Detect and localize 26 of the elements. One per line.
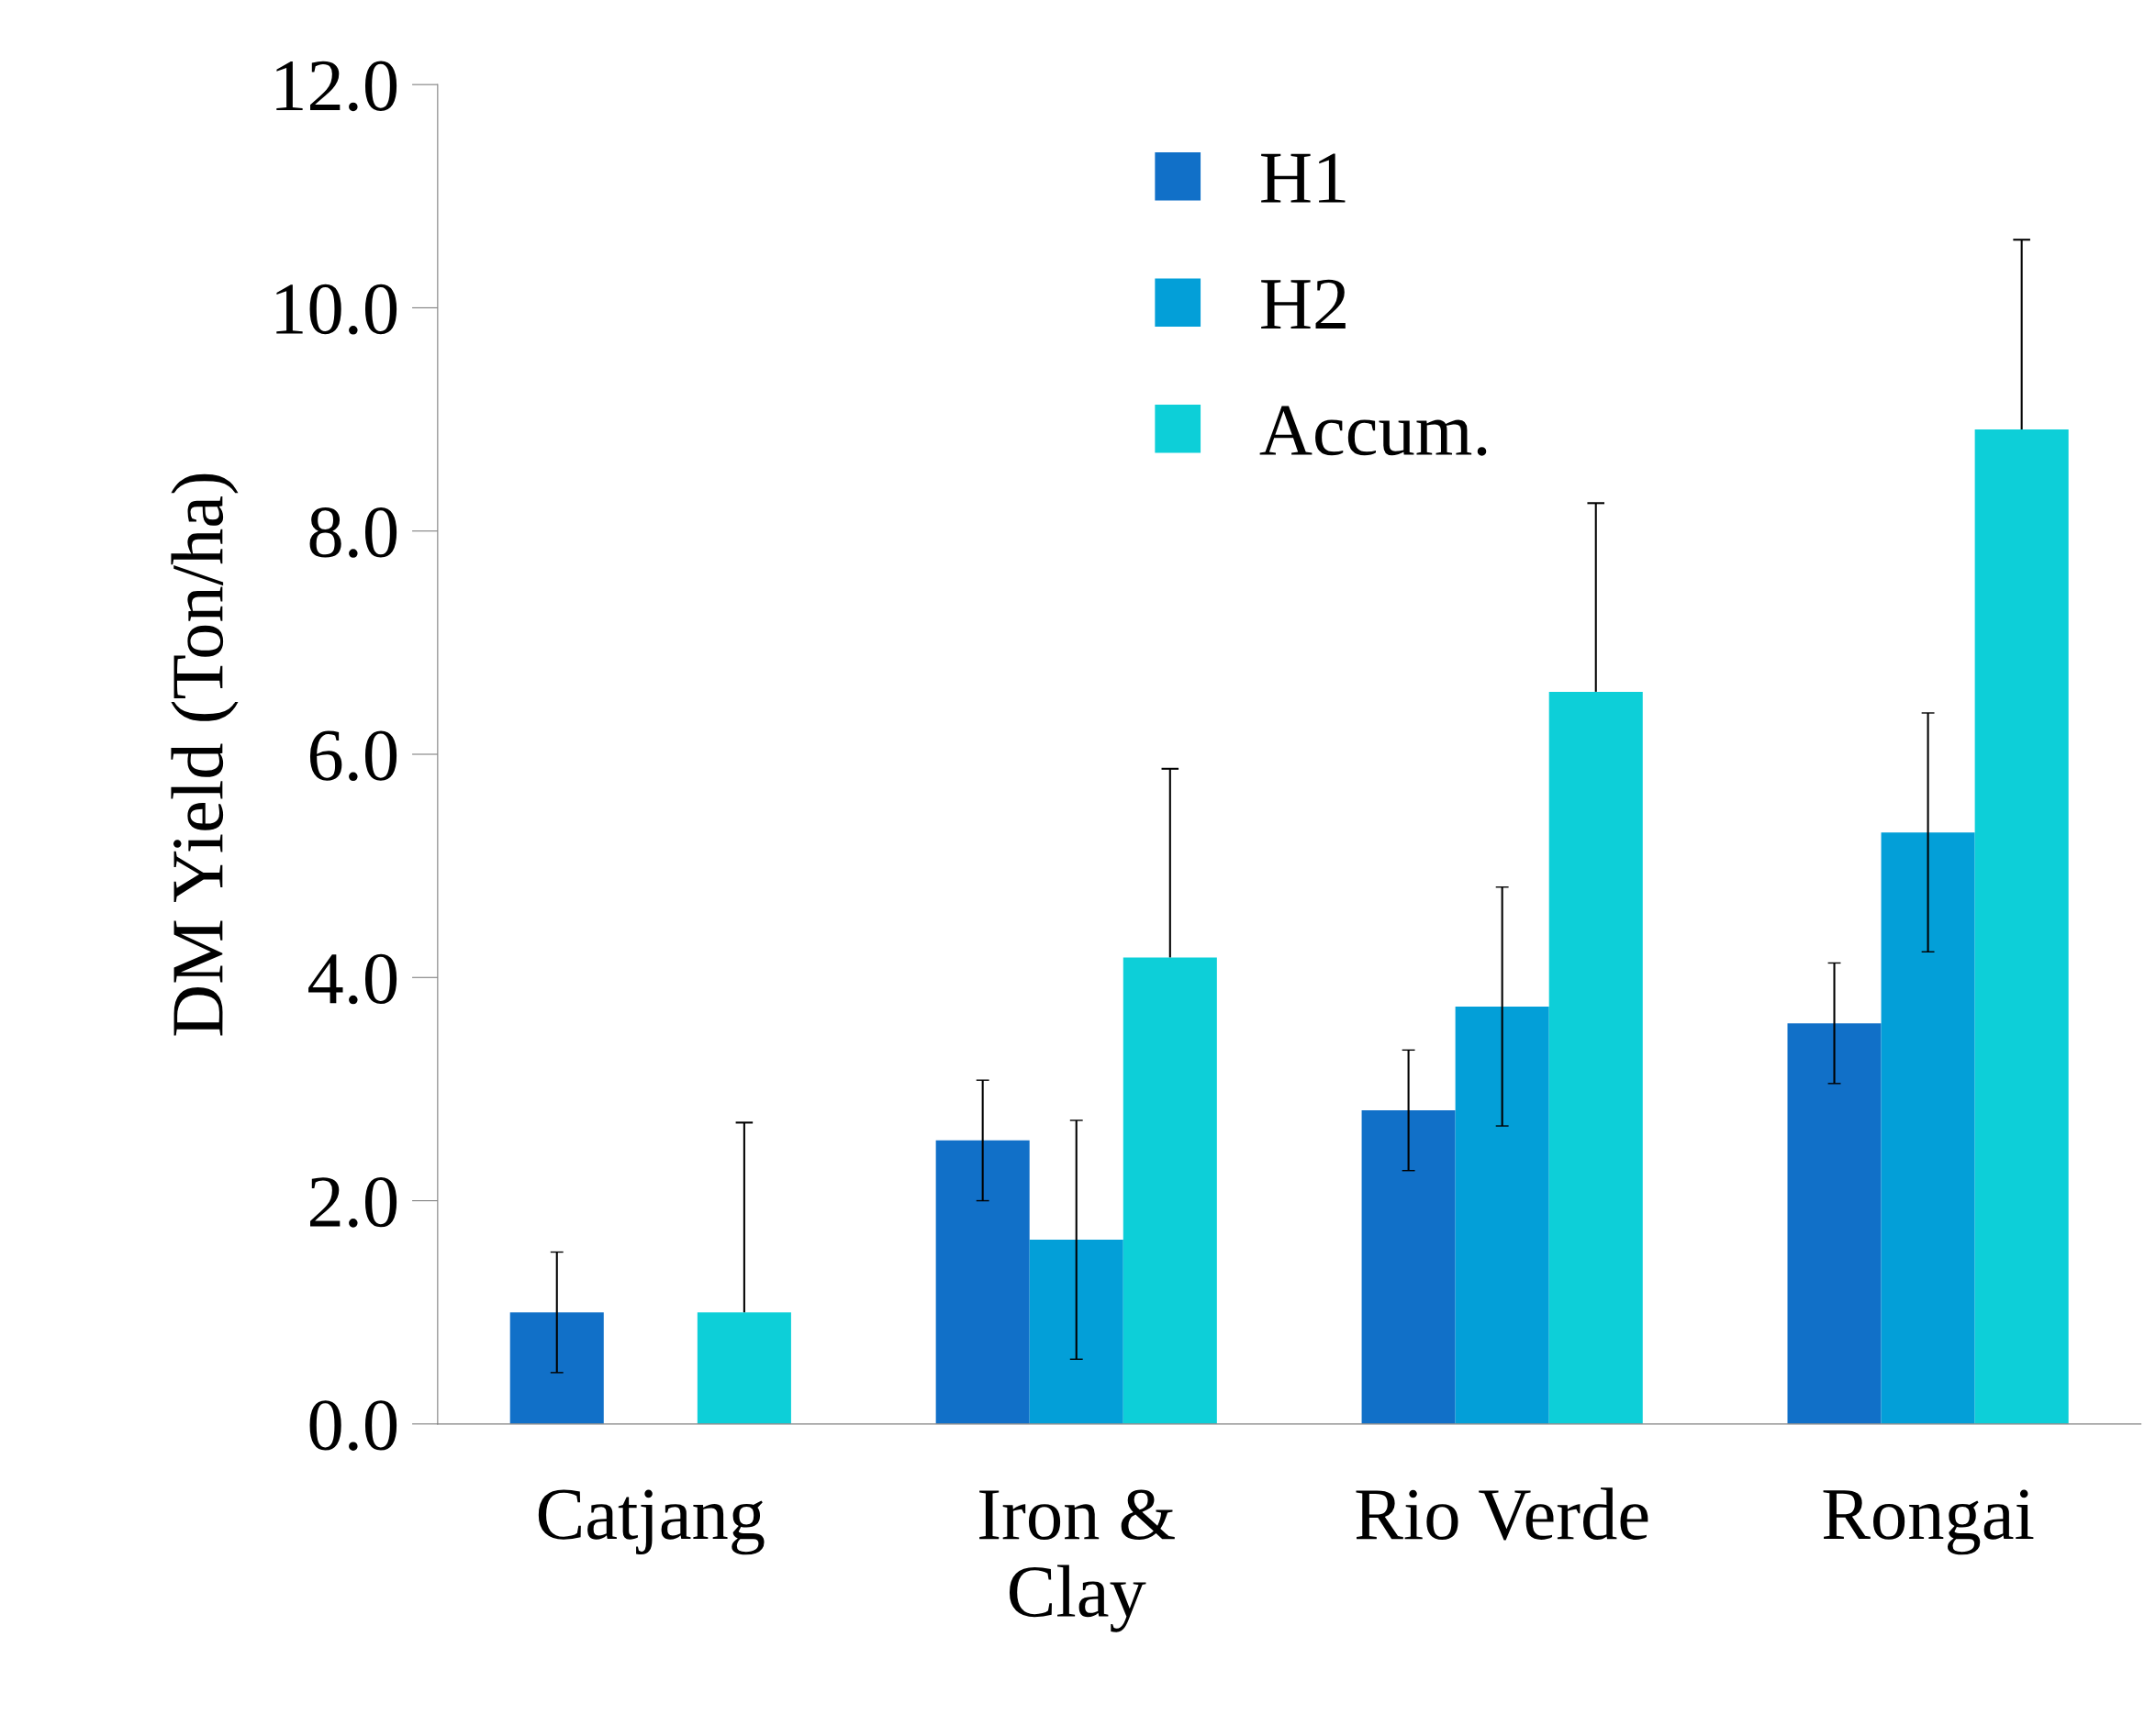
bar [1361,1110,1456,1424]
bar [935,1140,1030,1424]
bar [509,1312,604,1424]
x-tick-label: Catjang [538,1489,765,1555]
bar [1881,832,1975,1424]
bar [1787,1023,1882,1424]
legend-label: Accum. [1259,406,1487,456]
y-tick-label: 6.0 [309,730,397,782]
bar [1974,429,2069,1424]
legend-label: H1 [1261,153,1346,203]
y-tick-label: 2.0 [310,1176,397,1228]
bar [1123,957,1217,1424]
x-tick-label: Rongai [1823,1489,2034,1555]
legend-label: H2 [1261,279,1346,329]
bar [1029,1240,1123,1424]
bar [1455,1006,1549,1424]
y-tick-label: 8.0 [309,507,397,558]
y-tick-label: 0.0 [309,1400,397,1451]
bar [697,1312,791,1424]
y-tick-label: 4.0 [308,953,397,1005]
y-tick-label: 12.0 [276,61,397,112]
y-tick-label: 10.0 [276,284,397,335]
y-axis-title: DM Yield (Ton/ha) [171,473,239,1036]
bar [1548,691,1643,1424]
x-tick-label: Rio Verde [1356,1487,1648,1541]
x-tick-label: Iron & Clay [979,1489,1175,1632]
